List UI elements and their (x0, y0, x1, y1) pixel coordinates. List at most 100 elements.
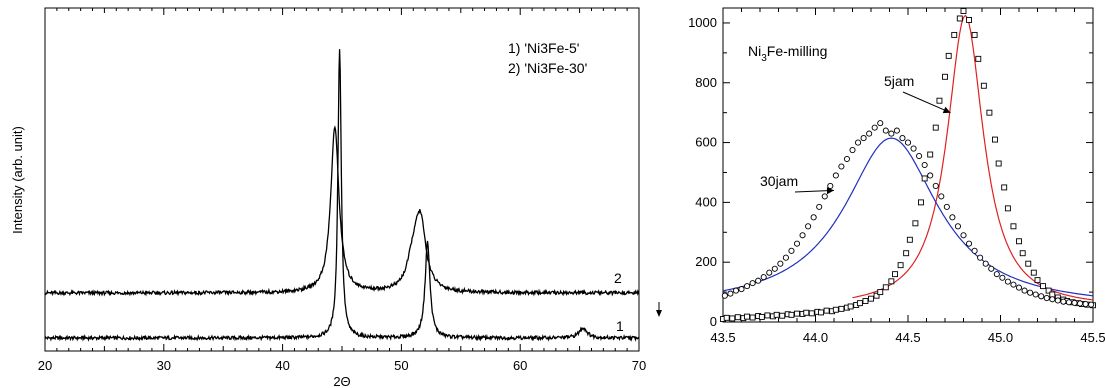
point-5jam (832, 306, 839, 313)
point-30jam (755, 277, 762, 284)
fit-x-tick-label: 43.5 (710, 330, 735, 345)
point-5jam (794, 310, 800, 317)
annotation-30jam: 30jam (760, 173, 798, 189)
point-30jam (977, 254, 984, 261)
point-30jam (766, 269, 773, 276)
fit-chart: 43.5 44.0 44.5 45.0 45.5 0 200 400 600 800 1000 Ni… (688, 7, 1105, 345)
point-30jam (910, 145, 917, 152)
point-30jam (827, 182, 834, 189)
xrd-tick-labels: 20 30 40 50 60 70 (38, 358, 646, 373)
point-5jam (749, 314, 756, 321)
point-30jam (866, 130, 873, 137)
point-5jam (906, 236, 913, 243)
point-30jam (1015, 284, 1023, 291)
point-30jam (932, 182, 939, 189)
point-5jam (912, 220, 919, 227)
point-30jam (793, 240, 801, 247)
point-5jam (856, 300, 863, 307)
point-5jam (1034, 277, 1041, 284)
point-5jam (1040, 283, 1047, 290)
xrd-series-group (44, 49, 640, 342)
point-30jam (888, 130, 895, 137)
point-5jam (1004, 205, 1011, 212)
point-30jam (882, 127, 889, 134)
point-30jam (1054, 297, 1061, 304)
fit-chart-title: Ni3Fe-milling (748, 43, 827, 64)
point-5jam (932, 124, 939, 131)
fit-y-tick-label: 400 (695, 194, 717, 209)
annotation-5jam: 5jam (884, 73, 914, 89)
point-5jam (729, 315, 736, 322)
point-30jam (799, 232, 806, 239)
point-5jam (1025, 260, 1032, 267)
point-30jam (1004, 278, 1011, 285)
fit-points (720, 8, 1096, 322)
point-30jam (1038, 293, 1045, 300)
point-5jam (734, 314, 741, 321)
point-5jam (956, 15, 963, 22)
point-30jam (1077, 300, 1084, 307)
xrd-series-line-1 (44, 49, 640, 342)
point-30jam (771, 265, 778, 272)
xrd-x-tick-label: 70 (632, 358, 646, 373)
fit-x-tick-label: 45.0 (988, 330, 1013, 345)
point-30jam (893, 127, 900, 134)
point-5jam (1045, 287, 1052, 294)
point-30jam (982, 260, 989, 267)
point-30jam (788, 247, 795, 254)
point-5jam (744, 313, 750, 320)
point-5jam (823, 307, 830, 314)
point-30jam (721, 292, 728, 299)
fit-y-tick-label: 1000 (688, 15, 717, 30)
point-30jam (943, 203, 950, 210)
point-5jam (808, 310, 815, 317)
xrd-x-axis-label: 2Θ (333, 374, 350, 388)
point-30jam (849, 146, 856, 154)
point-30jam (938, 193, 945, 200)
point-5jam (764, 312, 771, 319)
point-5jam (975, 55, 982, 62)
point-5jam (838, 305, 845, 312)
point-5jam (818, 309, 824, 316)
point-30jam (843, 155, 851, 163)
point-30jam (1088, 301, 1095, 308)
point-30jam (1065, 299, 1072, 306)
point-30jam (777, 260, 784, 267)
fit-ticks (722, 8, 1094, 323)
point-30jam (1071, 299, 1078, 306)
xrd-legend-entry-2: 2) 'Ni3Fe-30' (508, 60, 587, 76)
xrd-x-tick-label: 20 (38, 358, 52, 373)
point-30jam (860, 135, 867, 142)
xrd-y-axis-label: Intensity (arb. unit) (10, 126, 25, 234)
point-30jam (1027, 289, 1034, 296)
arrow-head-icon (942, 106, 951, 114)
point-5jam (960, 8, 967, 14)
point-5jam (1001, 184, 1008, 191)
xrd-chart: 20 30 40 50 60 70 Intensity (arb. unit) 2Θ 1)… (10, 7, 646, 388)
point-5jam (888, 278, 895, 285)
point-30jam (960, 232, 967, 239)
point-30jam (916, 152, 923, 160)
point-5jam (966, 17, 972, 23)
point-30jam (966, 240, 973, 247)
point-30jam (838, 163, 845, 170)
point-30jam (782, 254, 789, 261)
point-5jam (892, 271, 898, 278)
point-30jam (732, 287, 740, 294)
point-30jam (1082, 301, 1089, 308)
point-5jam (1016, 238, 1022, 245)
down-arrow-icon (656, 302, 662, 317)
point-5jam (788, 311, 795, 318)
point-5jam (862, 298, 869, 305)
point-5jam (873, 292, 880, 299)
fit-y-tick-label: 0 (710, 314, 717, 329)
point-5jam (951, 31, 958, 38)
point-5jam (779, 312, 786, 319)
fit-x-tick-label: 44.5 (895, 330, 920, 345)
point-30jam (871, 124, 878, 131)
point-5jam (903, 250, 910, 257)
point-5jam (945, 52, 952, 59)
point-30jam (744, 283, 751, 290)
xrd-series-line-2 (44, 125, 640, 297)
